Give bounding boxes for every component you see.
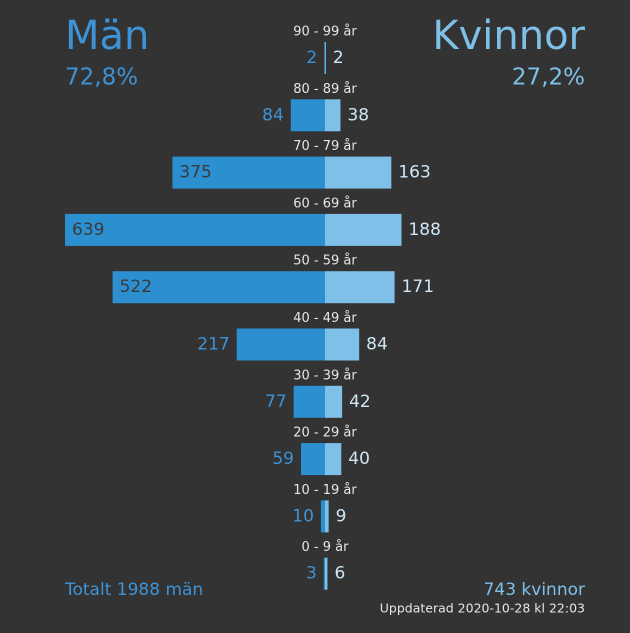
men-share: 72,8% <box>65 65 138 91</box>
age-label: 60 - 69 år <box>293 196 357 211</box>
value-label-women: 2 <box>333 48 344 68</box>
women-title: Kvinnor <box>432 13 585 59</box>
value-label-men: 217 <box>197 335 229 355</box>
age-label: 0 - 9 år <box>302 540 350 555</box>
value-label-women: 38 <box>347 105 369 125</box>
bar-women <box>325 385 343 418</box>
age-label: 70 - 79 år <box>293 139 357 154</box>
age-label: 80 - 89 år <box>293 82 357 97</box>
bar-women <box>325 557 328 590</box>
bar-men <box>293 385 325 418</box>
updated-note: Uppdaterad 2020-10-28 kl 22:03 <box>380 601 585 616</box>
bar-men <box>323 557 325 590</box>
age-label: 50 - 59 år <box>293 254 357 269</box>
value-label-women: 42 <box>349 392 371 412</box>
value-label-women: 9 <box>336 506 347 526</box>
value-label-men: 2 <box>306 48 317 68</box>
bar-women <box>325 99 341 132</box>
bar-women <box>325 156 392 189</box>
bar-women <box>325 500 329 533</box>
value-label-women: 163 <box>398 163 430 183</box>
bar-women <box>325 328 360 361</box>
age-label: 10 - 19 år <box>293 483 357 498</box>
value-label-women: 40 <box>348 449 370 469</box>
bar-men <box>65 213 325 246</box>
bar-women <box>325 213 402 246</box>
bar-men <box>236 328 325 361</box>
age-label: 20 - 29 år <box>293 426 357 441</box>
value-label-men: 639 <box>72 220 104 240</box>
bar-men <box>324 42 325 74</box>
bar-men <box>290 99 325 132</box>
age-label: 30 - 39 år <box>293 368 357 383</box>
value-label-women: 188 <box>408 220 440 240</box>
men-title: Män <box>65 13 149 59</box>
women-share: 27,2% <box>512 65 585 91</box>
value-label-men: 10 <box>292 506 314 526</box>
bar-women <box>325 271 395 304</box>
men-total: Totalt 1988 män <box>64 580 203 600</box>
value-label-men: 3 <box>306 564 317 584</box>
bar-men <box>112 271 325 304</box>
value-label-women: 84 <box>366 335 388 355</box>
value-label-women: 171 <box>402 277 434 297</box>
value-label-men: 59 <box>272 449 294 469</box>
age-label: 90 - 99 år <box>293 25 357 40</box>
value-label-men: 77 <box>265 392 287 412</box>
bar-men <box>320 500 325 533</box>
value-label-men: 375 <box>179 163 211 183</box>
bar-women <box>325 42 326 74</box>
age-label: 40 - 49 år <box>293 311 357 326</box>
bar-men <box>300 443 325 476</box>
value-label-women: 6 <box>334 564 345 584</box>
bar-women <box>325 443 342 476</box>
bar-men <box>172 156 325 189</box>
value-label-men: 522 <box>120 277 152 297</box>
value-label-men: 84 <box>262 105 284 125</box>
women-total: 743 kvinnor <box>484 580 585 600</box>
